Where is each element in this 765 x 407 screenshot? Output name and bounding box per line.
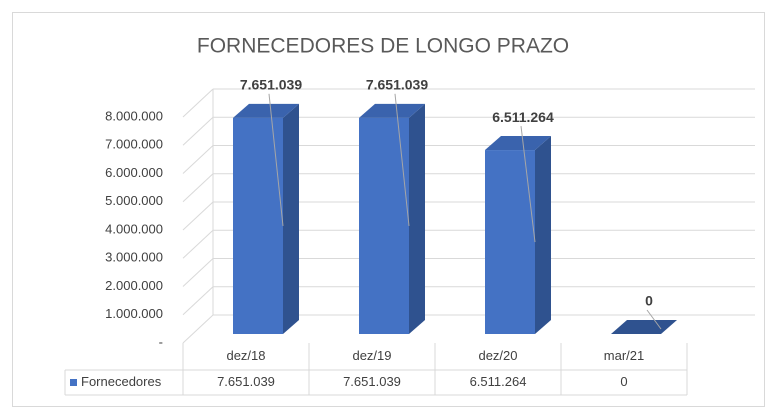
bar-top: [359, 103, 425, 118]
bar: [233, 117, 283, 334]
y-tick-label: 5.000.000: [105, 193, 163, 208]
table-value: 7.651.039: [217, 374, 275, 389]
y-tick-label: 8.000.000: [105, 108, 163, 123]
y-tick-label: 4.000.000: [105, 221, 163, 236]
data-label: 0: [645, 293, 653, 309]
legend-key: [70, 379, 77, 386]
table-value: 6.511.264: [470, 374, 527, 389]
y-tick-label: 2.000.000: [105, 278, 163, 293]
y-tick-label: 1.000.000: [105, 306, 163, 321]
legend-label: Fornecedores: [81, 374, 162, 389]
bar: [485, 150, 535, 334]
table-value: 0: [620, 374, 627, 389]
data-label: 7.651.039: [366, 77, 428, 93]
leader-line: [646, 309, 662, 330]
grid-line: [182, 173, 214, 203]
grid-line: [182, 314, 214, 344]
data-label: 7.651.039: [240, 77, 302, 93]
grid-line: [182, 145, 214, 174]
grid-line: [182, 88, 214, 118]
chart-title: FORNECEDORES DE LONGO PRAZO: [197, 35, 569, 58]
leader-line: [520, 125, 536, 243]
bar-top: [233, 103, 299, 118]
grid-line: [182, 286, 214, 316]
y-tick-label: 7.000.000: [105, 137, 163, 152]
y-tick-label: 3.000.000: [105, 250, 163, 265]
leader-line: [394, 93, 410, 226]
y-tick-label: -: [159, 334, 163, 349]
grid-line: [182, 116, 214, 146]
bar-side: [283, 103, 299, 334]
x-tick-label: dez/19: [352, 348, 391, 363]
grid-line: [182, 229, 214, 259]
y-tick-label: 6.000.000: [105, 165, 163, 180]
x-tick-label: dez/18: [226, 348, 265, 363]
grid-line: [182, 201, 214, 231]
x-tick-label: dez/20: [478, 348, 517, 363]
data-label: 6.511.264: [492, 109, 554, 125]
bar-top: [611, 320, 677, 334]
bar: [359, 117, 409, 334]
table-grid: [64, 343, 688, 396]
bar-top: [485, 136, 551, 151]
grid-line: [182, 258, 214, 287]
bar-side: [409, 103, 425, 334]
leader-line: [268, 93, 284, 226]
x-tick-label: mar/21: [604, 348, 644, 363]
table-value: 7.651.039: [343, 374, 401, 389]
bar-side: [535, 136, 551, 334]
